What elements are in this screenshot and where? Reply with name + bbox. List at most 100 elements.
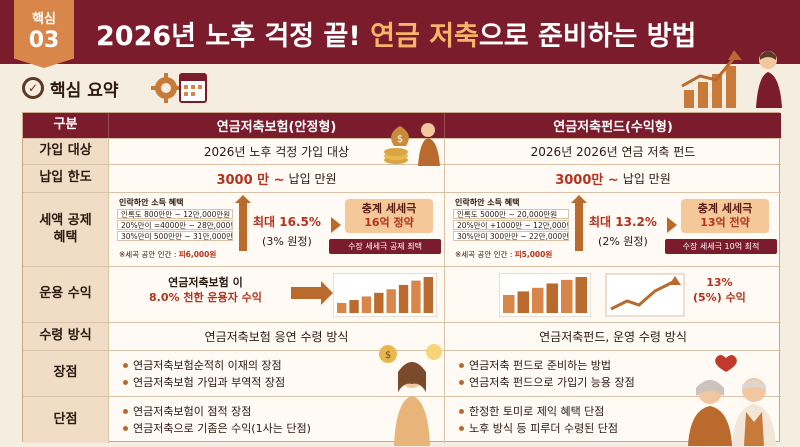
pros-insurance-list: 연금저축보험순적히 이재의 장점 연금저축보험 가입과 부역적 장점 — [109, 351, 444, 391]
returns-fund-line1: 13% — [706, 276, 733, 289]
trend-line-icon — [605, 273, 685, 317]
total-box: 충계 세세극 13억 전약 — [681, 199, 769, 233]
right-arrow-icon — [291, 281, 333, 305]
up-arrow-icon — [235, 195, 251, 251]
footnote-value: 피5,000원 — [514, 250, 553, 259]
tier-item: 30%만미 500만만 ~ 31만,000만원 — [117, 231, 233, 241]
limit-fund-amount: 3000만 ~ — [555, 173, 619, 188]
table-row-limit: 납입 한도 3000 만 ~ 납입 만원 3000만 ~ 납입 만원 — [23, 165, 781, 193]
growth-bar — [411, 280, 421, 313]
header-col-insurance: 연금저축보험(안정형) — [216, 120, 337, 135]
coin-icon — [379, 345, 397, 363]
footnote-text: ※세곡 공안 인간 : — [119, 250, 179, 259]
tier-item: 20%만이 =4000만 ~ 28만,000만원 — [117, 220, 233, 230]
growth-bar — [503, 295, 515, 313]
tier-item: 인록도 5000만 ~ 20,000만원 — [453, 209, 569, 219]
ribbon-label: 수장 세세극 10억 최적 — [665, 239, 777, 254]
total-box: 충계 세세극 16억 정약 — [345, 199, 433, 233]
right-arrow-icon — [331, 217, 341, 233]
trend-chart-icon — [681, 50, 782, 108]
footnote-value: 피6,000원 — [178, 250, 217, 259]
row-label-deduction: 세액 공제 혜택 — [23, 193, 109, 266]
growth-bars-chart — [499, 273, 591, 317]
growth-bar — [398, 284, 409, 313]
page-title: 2026년 노후 걱정 끝! 연금 저축으로 준비하는 방법 — [96, 14, 696, 52]
thinking-woman-illustration: $ — [379, 344, 442, 446]
limit-fund: 3000만 ~ 납입 만원 — [445, 165, 781, 192]
row-label-returns: 운용 수익 — [23, 267, 109, 322]
list-item: 연금저축보험 가입과 부역적 장점 — [123, 374, 444, 391]
badge-number: 03 — [28, 28, 60, 53]
header-col-fund: 연금저축펀드(수익형) — [553, 120, 673, 135]
receive-insurance: 연금저축보험 응연 수령 방식 — [204, 330, 349, 344]
table-row-pros: 장점 연금저축보험순적히 이재의 장점 연금저축보험 가입과 부역적 장점 연금… — [23, 351, 781, 397]
tier-item: 인록도 800만만 ~ 12만,000만원 — [117, 209, 233, 219]
total-line2: 16억 정약 — [364, 216, 414, 230]
max-rate: 최대 13.2% (2% 원정) — [589, 213, 657, 249]
list-item: 연금저축 펀드로 준비하는 방법 — [459, 357, 781, 374]
summary-label: 핵심 요약 — [50, 80, 119, 101]
tier-title: 인락하안 소득 혜택 — [119, 198, 184, 207]
row-label-limit: 납입 한도 — [23, 165, 109, 192]
deduction-fund: 인락하안 소득 혜택 인록도 5000만 ~ 20,000만원 20%만이 +1… — [445, 193, 781, 266]
growth-bars-chart — [333, 273, 437, 317]
max-rate-value: 최대 13.2% — [589, 215, 657, 229]
gear-calendar-icon — [151, 73, 207, 103]
svg-text:$: $ — [385, 350, 391, 361]
table-row-receive: 수령 방식 연금저축보험 응연 수령 방식 연금저축펀드, 운영 수령 방식 — [23, 323, 781, 351]
returns-fund-line2: (5%) 수익 — [693, 291, 746, 305]
limit-insurance-amount: 3000 만 ~ — [216, 173, 285, 188]
table-row-cons: 단점 연금저축보험이 점적 장점 연금저축으로 기좀은 수익(1사는 단점) 한… — [23, 397, 781, 443]
list-item: 연금저축보험순적히 이재의 장점 — [123, 357, 444, 374]
tier-footnote: ※세곡 공안 인간 : 피6,000원 — [119, 249, 216, 260]
max-rate-value: 최대 16.5% — [253, 215, 321, 229]
summary-heading: ✓ 핵심 요약 — [22, 74, 118, 102]
row-label-pros: 장점 — [23, 351, 109, 396]
senior-couple-illustration — [688, 355, 776, 446]
tier-item: 20%만이 +1000만 ~ 12만,000만원 — [453, 220, 569, 230]
footnote-text: ※세곡 공안 인간 : — [455, 250, 515, 259]
returns-insurance-line1: 연금저축보험 이 — [168, 276, 243, 289]
heart-icon — [715, 355, 737, 372]
tier-title: 인락하안 소득 혜택 — [455, 198, 520, 207]
total-line1: 충계 세세극 — [361, 202, 417, 215]
join-fund: 2026년 2026년 연금 저축 펀드 — [530, 145, 696, 159]
returns-fund: 13% (5%) 수익 — [445, 267, 781, 322]
growth-bar — [349, 300, 359, 313]
deduction-insurance: 인락하안 소득 혜택 인록도 800만만 ~ 12만,000만원 20%만이 =… — [109, 193, 444, 266]
cons-fund-list: 한정한 토미로 제익 혜택 단점 노후 방식 등 피루더 수령된 단점 — [445, 397, 781, 437]
gear-icon — [151, 73, 181, 103]
badge-label: 핵심 — [32, 12, 56, 27]
returns-fund-text: 13% (5%) 수익 — [693, 275, 746, 306]
check-circle-icon: ✓ — [22, 77, 44, 99]
table-row-returns: 운용 수익 연금저축보험 이 8.0% 천한 운용자 수익 13% (5%) 수익 — [23, 267, 781, 323]
row-label-join: 가입 대상 — [23, 139, 109, 164]
tier-list: 인록도 800만만 ~ 12만,000만원 20%만이 =4000만 ~ 28만… — [117, 209, 233, 242]
row-label-receive: 수령 방식 — [23, 323, 109, 350]
table-row-join: 가입 대상 2026년 노후 걱정 가입 대상 2026년 2026년 연금 저… — [23, 139, 781, 165]
growth-bar — [561, 279, 573, 313]
returns-insurance-line2: 8.0% 천한 운용자 수익 — [149, 291, 262, 305]
money-bag-icon: $ — [384, 123, 440, 166]
ribbon-label: 수장 세세극 공제 최택 — [329, 239, 441, 254]
up-arrow-icon — [571, 195, 587, 251]
growth-bar — [532, 287, 544, 313]
list-item: 노후 방식 등 피루더 수령된 단점 — [459, 420, 781, 437]
title-part1: 2026년 노후 걱정 끝! — [96, 21, 371, 52]
header-banner: 핵심 03 2026년 노후 걱정 끝! 연금 저축으로 준비하는 방법 — [0, 0, 800, 68]
total-line1: 충계 세세극 — [697, 202, 753, 215]
growth-bar — [386, 289, 396, 313]
growth-bar — [575, 277, 587, 313]
svg-text:$: $ — [397, 134, 403, 145]
max-rate-sub: (2% 원정) — [598, 235, 648, 248]
growth-bar — [374, 292, 384, 313]
bars-background — [333, 273, 437, 317]
header-category: 구분 — [23, 113, 109, 138]
title-highlight: 연금 저축 — [370, 21, 479, 52]
pros-fund-list: 연금저축 펀드로 준비하는 방법 연금저축 펀드으로 가입기 능용 장점 — [445, 351, 781, 391]
list-item: 연금저축으로 기좀은 수익(1사는 단점) — [123, 420, 444, 437]
growth-bar — [423, 277, 433, 313]
tier-footnote: ※세곡 공안 인간 : 피5,000원 — [455, 249, 552, 260]
right-arrow-icon — [667, 217, 677, 233]
calendar-icon — [179, 73, 207, 103]
